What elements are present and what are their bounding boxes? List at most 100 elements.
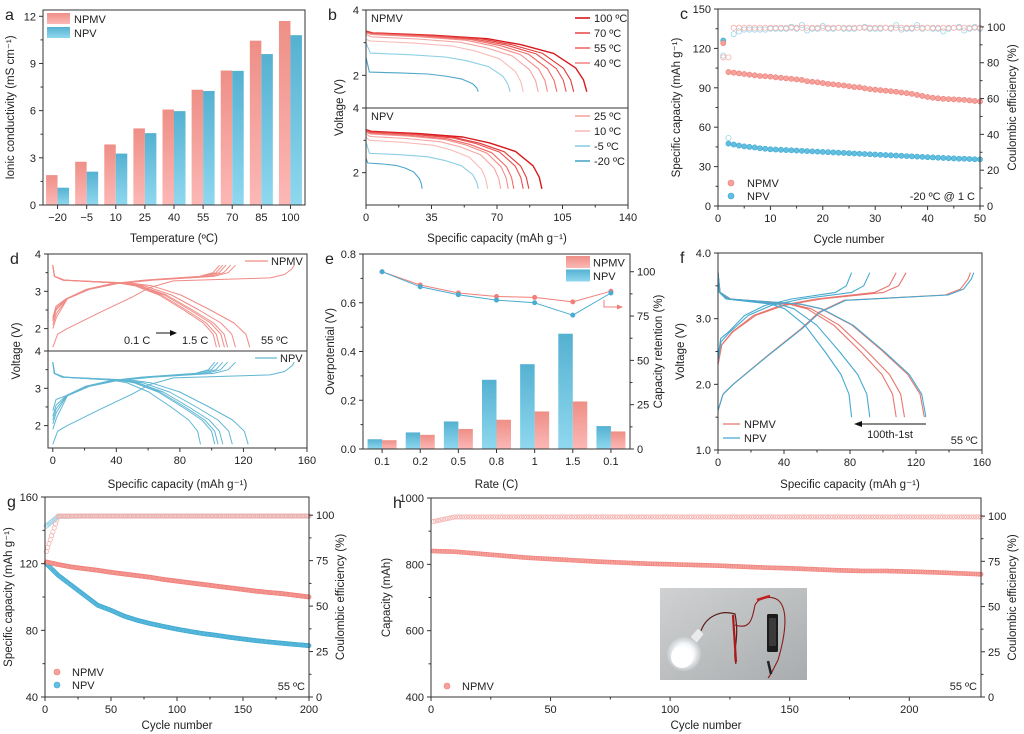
ce-marker (660, 514, 666, 520)
ce-marker (497, 514, 503, 520)
x-tick-label: 0 (363, 212, 369, 224)
ce-marker (610, 514, 616, 520)
ce-marker (538, 514, 544, 520)
ce-marker (956, 514, 962, 520)
capacity-marker (746, 71, 753, 78)
capacity-marker (809, 78, 816, 85)
capacity-marker (788, 147, 795, 154)
ce-marker (968, 514, 974, 520)
ce-marker (959, 514, 965, 520)
ce-marker (765, 514, 771, 520)
discharge-curve (365, 130, 524, 189)
ce-marker (677, 514, 683, 520)
x-axis-title: Specific capacity (mAh g⁻¹) (780, 479, 920, 491)
y-tick-label: 4 (35, 346, 41, 358)
x-tick-label: 160 (973, 457, 991, 469)
bar-npmv (46, 175, 58, 205)
y2-tick-label: 25 (988, 647, 1000, 659)
capacity-marker (950, 96, 957, 103)
subplot-label: NPMV (371, 13, 403, 25)
y2-tick-label: 100 (637, 267, 655, 279)
capacity-marker (736, 142, 742, 149)
retention-marker (455, 292, 461, 298)
capacity-marker (730, 69, 737, 76)
ce-marker (923, 514, 929, 520)
capacity-marker (730, 141, 737, 148)
capacity-marker (751, 72, 758, 79)
ce-marker (560, 514, 566, 520)
y-tick-label: 6 (30, 106, 36, 118)
capacity-marker (971, 156, 978, 163)
capacity-marker (835, 82, 842, 88)
ce-marker (655, 514, 661, 520)
ce-marker (890, 514, 896, 520)
ce-marker (646, 514, 652, 520)
ce-marker (638, 514, 644, 520)
ce-marker (689, 514, 695, 520)
capacity-marker (772, 74, 779, 81)
capacity-marker (961, 155, 968, 162)
ce-marker (882, 514, 888, 520)
capacity-marker (940, 155, 947, 161)
ce-marker (636, 514, 642, 520)
bar-npmv (382, 440, 397, 449)
ce-marker (949, 514, 955, 520)
ce-marker (536, 514, 542, 520)
ce-marker (782, 514, 788, 520)
ce-marker (780, 514, 786, 520)
bar-npv (232, 70, 244, 205)
discharge-curve (365, 133, 502, 189)
ce-marker (619, 514, 625, 520)
ce-marker (693, 514, 699, 520)
ce-marker (691, 514, 697, 520)
discharge-curve (365, 33, 539, 92)
ce-marker (562, 514, 568, 520)
ce-marker (954, 514, 960, 520)
legend-marker (443, 682, 451, 690)
ce-marker (739, 514, 745, 520)
ce-marker (770, 514, 776, 520)
x-tick-label: 150 (781, 704, 799, 716)
y2-axis-title: Coulombic efficiency (%) (1007, 44, 1019, 171)
x-tick-label: 105 (553, 212, 571, 224)
legend-label: NPMV (72, 667, 104, 679)
ce-marker (823, 514, 829, 520)
x-tick-label: 200 (900, 704, 918, 716)
ce-marker (966, 514, 972, 520)
ce-marker (485, 514, 491, 520)
ce-marker (507, 514, 513, 520)
y-tick-label: 0.8 (341, 249, 356, 261)
y-tick-label: 150 (693, 4, 711, 16)
ce-marker (868, 514, 874, 520)
ce-marker (820, 514, 826, 520)
ce-marker (464, 514, 470, 520)
ce-marker (772, 514, 778, 520)
discharge-curve (365, 130, 515, 189)
capacity-marker (830, 149, 837, 156)
ce-marker (849, 514, 855, 520)
legend-swatch (566, 256, 590, 268)
x-tick-label: 160 (298, 455, 316, 467)
capacity-marker (893, 152, 900, 159)
x-tick-label: 100 (281, 212, 299, 224)
bar-npv (443, 421, 459, 449)
y2-tick-label: 80 (987, 58, 999, 70)
y2-tick-label: 25 (637, 400, 649, 412)
bar-npmv (420, 434, 435, 449)
bar-npmv (278, 21, 291, 206)
y-axis-title: Specific capacity (mAh g⁻¹) (671, 38, 683, 178)
ce-marker (796, 514, 802, 520)
capacity-marker (777, 146, 784, 153)
y-tick-label: 400 (406, 692, 424, 704)
y-tick-label: 12 (24, 11, 36, 23)
ce-marker (906, 514, 912, 520)
x-tick-label: 25 (139, 212, 151, 224)
arrowhead-icon (854, 421, 862, 427)
retention-marker (608, 290, 614, 296)
capacity-marker (929, 94, 936, 101)
capacity-marker (835, 149, 842, 156)
capacity-marker (856, 150, 863, 157)
ce-marker (505, 514, 511, 520)
ce-marker (670, 514, 676, 520)
capacity-marker (767, 146, 774, 153)
